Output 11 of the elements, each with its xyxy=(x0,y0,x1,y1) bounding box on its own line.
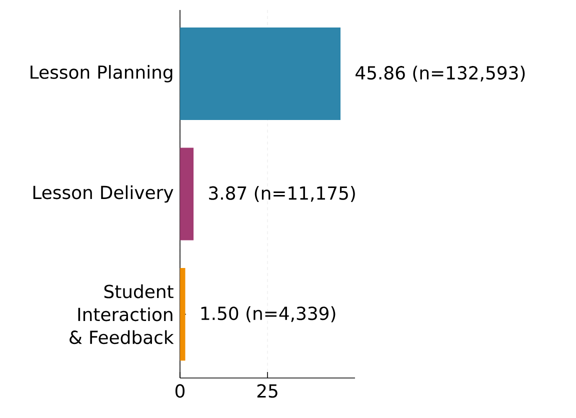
y-tick-label: Student Interaction & Feedback xyxy=(70,284,174,344)
bar xyxy=(180,268,186,361)
bar xyxy=(180,27,341,120)
data-label: 3.87 (n=11,175) xyxy=(209,186,355,202)
y-tick-label: Lesson Planning xyxy=(30,65,172,82)
x-tick-label: 25 xyxy=(257,384,278,398)
bar xyxy=(180,148,194,240)
data-label: 45.86 (n=132,593) xyxy=(356,66,525,82)
y-tick-label: Lesson Delivery xyxy=(33,185,174,203)
data-label: 1.50 (n=4,339) xyxy=(201,306,336,322)
x-tick-label: 0 xyxy=(175,384,185,398)
